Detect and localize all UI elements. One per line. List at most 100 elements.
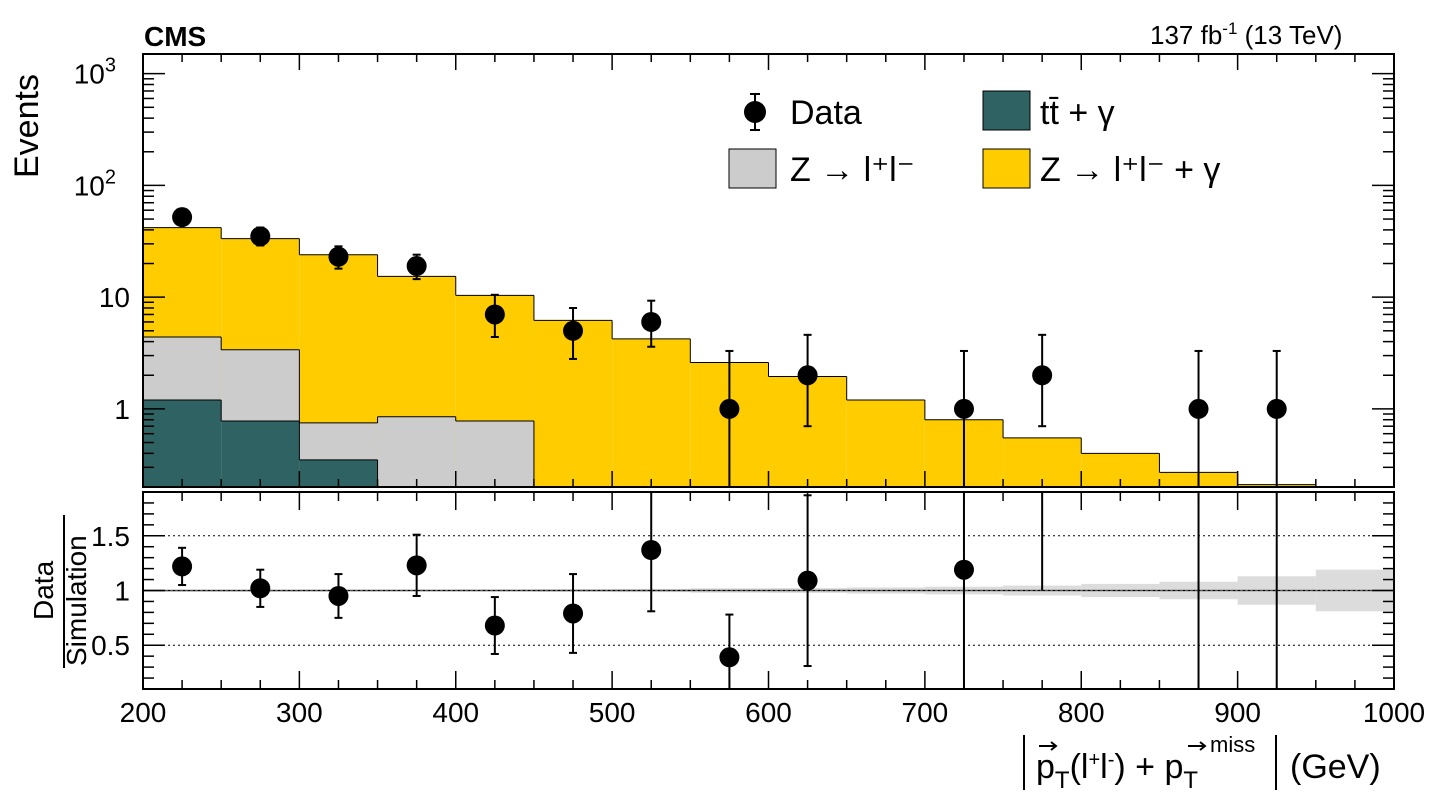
stack-bar-zllg <box>1003 437 1082 487</box>
y-tick-label: 10 <box>99 282 130 313</box>
data-point <box>406 253 427 281</box>
data-point <box>484 293 505 338</box>
stack-bar-ttg <box>221 420 300 487</box>
data-marker <box>719 398 740 419</box>
data-point <box>953 349 974 487</box>
ratio-point <box>719 613 740 689</box>
data-point <box>172 207 193 228</box>
data-marker <box>1266 398 1287 419</box>
ratio-marker <box>406 555 427 576</box>
data-marker <box>953 398 974 419</box>
y-axis-label: Events <box>8 74 46 178</box>
data-marker <box>172 207 193 228</box>
data-marker <box>641 311 662 332</box>
stack-bar-zll <box>377 416 456 487</box>
ratio-gridlines <box>143 535 1394 646</box>
stack-bar-zll <box>455 420 534 487</box>
data-marker <box>406 256 427 277</box>
ratio-marker <box>563 603 584 624</box>
ratio-point <box>484 596 505 655</box>
x-tick-label: 500 <box>589 697 636 728</box>
ratio-label-numerator: Data <box>28 560 59 620</box>
x-axis-label: pT(l+l-) + pT miss (GeV) <box>1023 732 1381 794</box>
x-tick-label: 600 <box>745 697 792 728</box>
ratio-y-tick-label: 1.5 <box>91 521 130 552</box>
legend-ttg-swatch <box>982 90 1031 131</box>
legend: Data tt̄ + γ Z → l⁺l⁻ Z → l⁺l⁻ + γ <box>728 90 1220 189</box>
x-tick-label: 900 <box>1214 697 1261 728</box>
ratio-frame <box>142 491 1395 690</box>
stack-outline-ttg <box>143 399 379 487</box>
ratio-marker <box>250 578 271 599</box>
data-point <box>250 226 271 247</box>
x-tick-label: 700 <box>902 697 949 728</box>
legend-zll-label: Z → l⁺l⁻ <box>790 151 915 189</box>
data-marker <box>328 246 349 267</box>
ratio-marker <box>641 540 662 561</box>
legend-item-zll: Z → l⁺l⁻ <box>728 148 915 189</box>
x-tick-label: 300 <box>276 697 323 728</box>
legend-zllg-label: Z → l⁺l⁻ + γ <box>1040 151 1220 189</box>
stack-bar-zllg <box>846 400 925 487</box>
y-tick-label: 103 <box>74 55 116 90</box>
ratio-point <box>563 573 584 654</box>
legend-item-ttg: tt̄ + γ <box>982 90 1115 132</box>
legend-zll-swatch <box>728 148 777 189</box>
ratio-marker <box>953 559 974 580</box>
y-tick-label: 102 <box>74 166 116 201</box>
ratio-marker <box>328 585 349 606</box>
data-marker <box>563 320 584 341</box>
ratio-panel: 1.5 1 0.5 200 300 400 500 600 700 800 900 1000 <box>91 491 1425 728</box>
x-axis-miss-label: miss <box>1210 732 1255 757</box>
data-marker <box>484 304 505 325</box>
data-point <box>1266 349 1287 487</box>
data-point <box>797 333 818 428</box>
ratio-marker <box>172 556 193 577</box>
ratio-marker <box>797 570 818 591</box>
legend-data-marker <box>744 101 766 123</box>
experiment-label: CMS <box>144 21 206 52</box>
ratio-marker <box>484 615 505 636</box>
ratio-point <box>953 492 974 689</box>
legend-item-data: Data <box>744 93 862 132</box>
ratio-y-tick-label: 1 <box>114 576 130 607</box>
data-marker <box>1032 365 1053 386</box>
y-tick-label: 1 <box>114 394 130 425</box>
data-point <box>641 299 662 348</box>
data-point <box>328 245 349 270</box>
ratio-point <box>172 546 193 587</box>
ratio-y-label: Data Simulation <box>28 515 92 668</box>
data-point <box>1188 349 1209 487</box>
data-marker <box>797 365 818 386</box>
legend-zllg-swatch <box>982 148 1031 189</box>
ratio-point <box>797 494 818 668</box>
x-tick-label: 400 <box>432 697 479 728</box>
x-tick-label: 800 <box>1058 697 1105 728</box>
data-marker <box>250 226 271 247</box>
x-axis-unit: (GeV) <box>1290 748 1381 786</box>
vector-arrow-icon <box>1039 741 1058 751</box>
x-tick-label: 1000 <box>1363 697 1425 728</box>
data-point <box>1032 333 1053 428</box>
stack-outline-zll <box>143 336 535 487</box>
data-marker <box>1188 398 1209 419</box>
main-frame <box>142 53 1395 488</box>
data-point <box>563 306 584 360</box>
ratio-point <box>328 573 349 619</box>
x-axis-vector-expression: pT(l+l-) + pT <box>1036 748 1198 794</box>
vector-arrow-icon <box>1188 741 1207 751</box>
data-layer <box>172 207 1287 487</box>
ratio-axes: 1.5 1 0.5 200 300 400 500 600 700 800 900 1000 <box>91 492 1425 728</box>
ratio-point <box>250 568 271 608</box>
ratio-point <box>406 533 427 597</box>
luminosity-label: 137 fb-1 (13 TeV) <box>1150 19 1342 50</box>
ratio-marker <box>719 647 740 668</box>
ratio-point <box>641 492 662 613</box>
ratio-y-tick-label: 0.5 <box>91 630 130 661</box>
data-point <box>719 349 740 487</box>
legend-item-zllg: Z → l⁺l⁻ + γ <box>982 148 1220 189</box>
stack-bar-ttg <box>143 400 222 487</box>
legend-data-label: Data <box>790 94 862 132</box>
